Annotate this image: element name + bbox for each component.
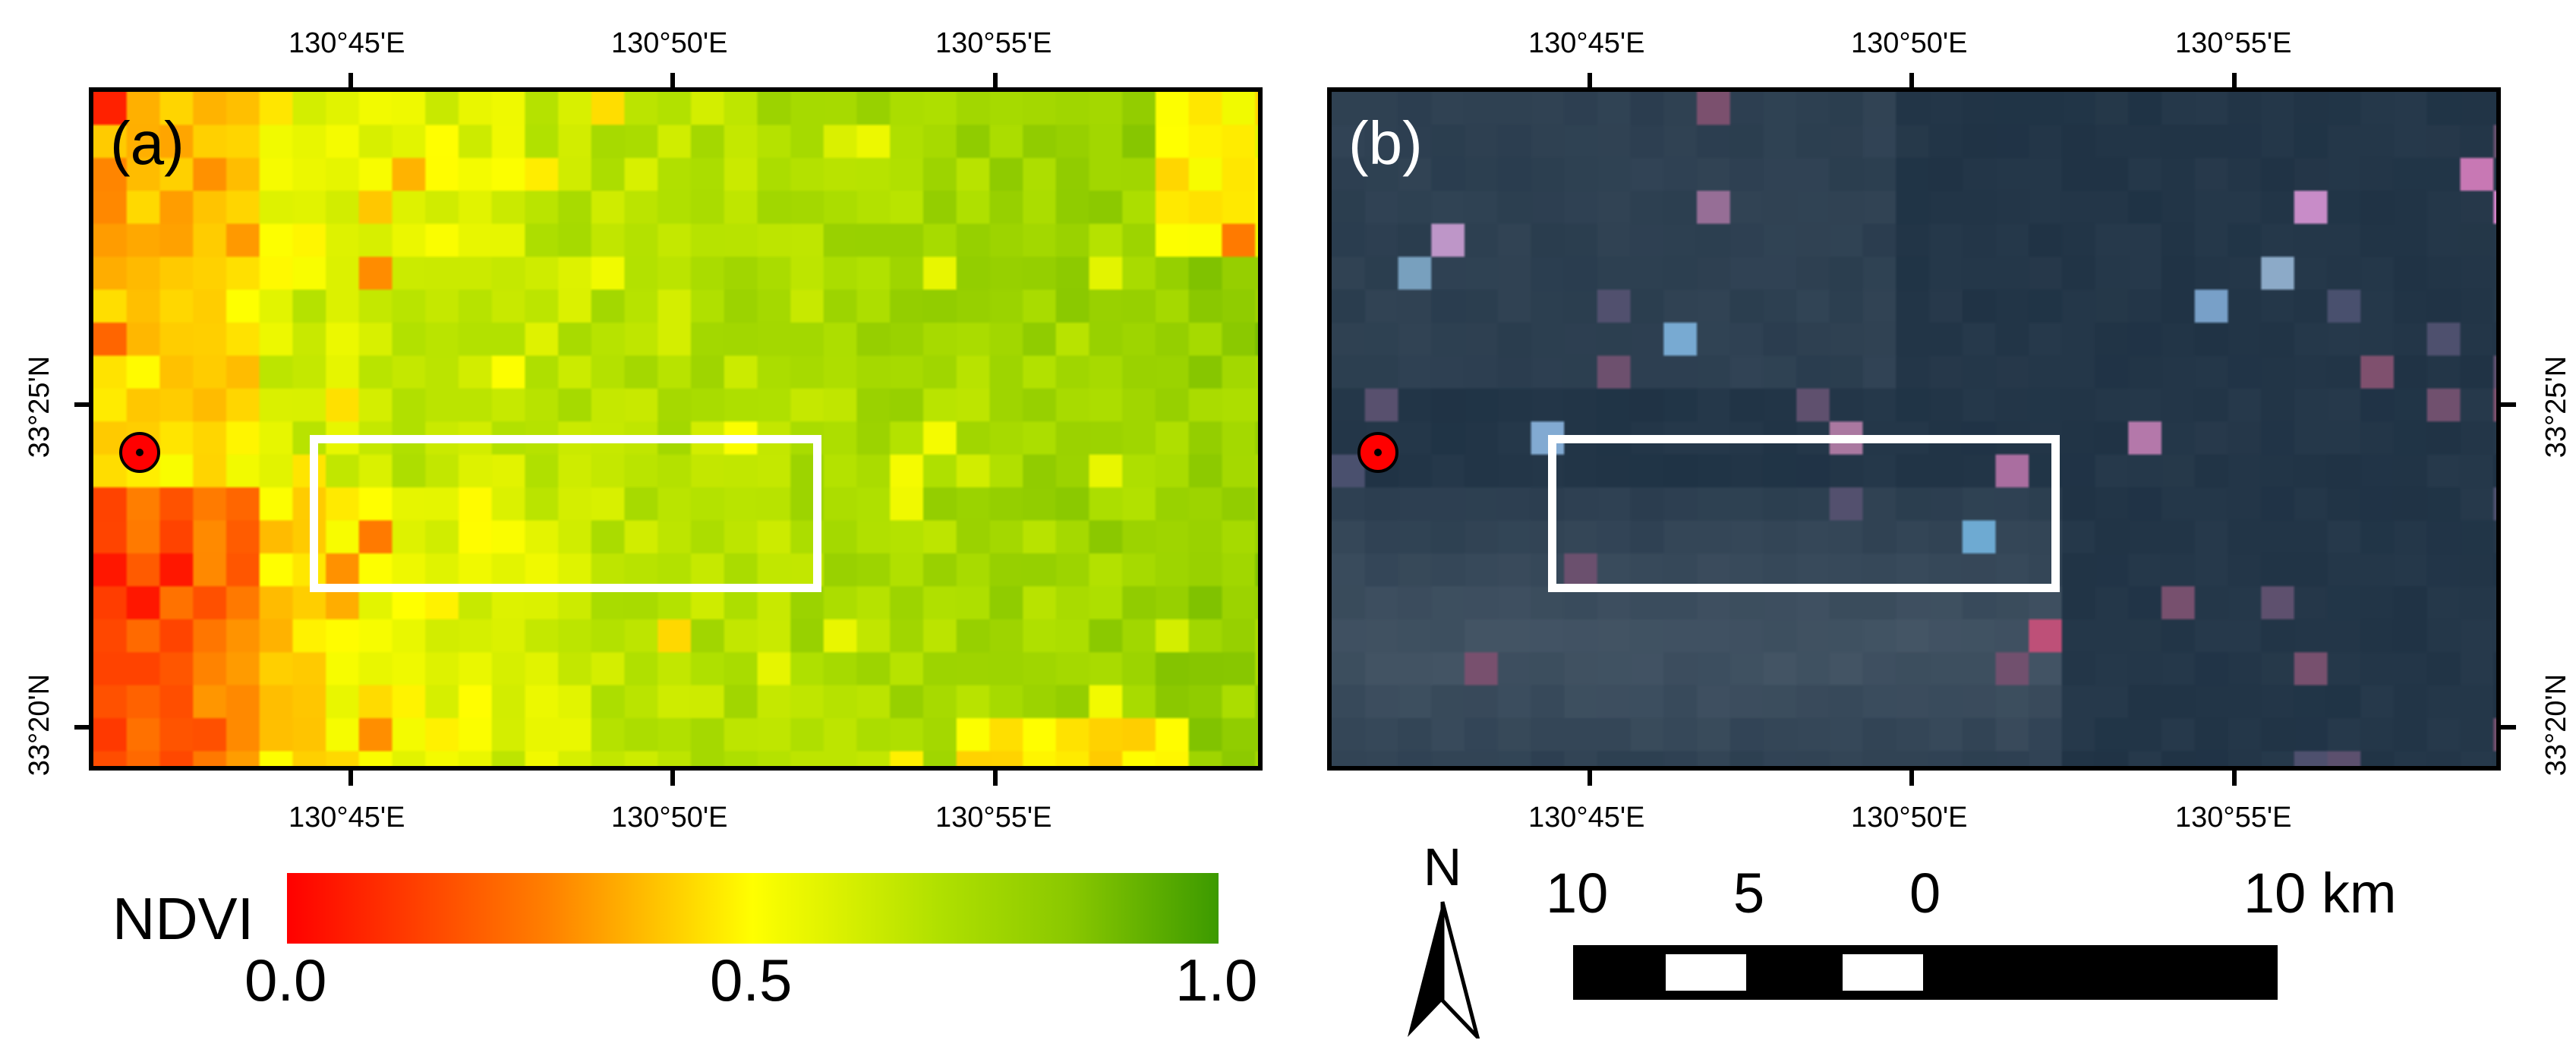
- lat-tick-right-2: 33°20'N: [2540, 673, 2573, 777]
- lon-tick-bottom-b-1: 130°45'E: [1528, 802, 1645, 834]
- lon-tick-bottom-a-2: 130°50'E: [611, 802, 728, 834]
- lat-tick-left-2: 33°20'N: [24, 673, 56, 777]
- lon-tick-top-b-2: 130°50'E: [1851, 27, 1968, 59]
- scale-bar-segment: [1843, 954, 1923, 991]
- tick-mark: [1909, 73, 1914, 88]
- tick-mark: [993, 73, 998, 88]
- site-marker-icon: [119, 432, 160, 473]
- lon-tick-bottom-b-3: 130°55'E: [2175, 802, 2292, 834]
- tick-mark: [670, 73, 675, 88]
- tick-mark: [2232, 771, 2237, 786]
- scale-label-5: 5: [1733, 862, 1765, 925]
- tick-mark: [74, 725, 90, 730]
- rgb-raster: [1332, 92, 2496, 766]
- rgb-map-panel: (b): [1327, 87, 2501, 771]
- colorbar-min-label: 0.0: [244, 947, 327, 1013]
- lon-tick-top-a-1: 130°45'E: [288, 27, 405, 59]
- tick-mark: [1588, 73, 1592, 88]
- lon-tick-bottom-b-2: 130°50'E: [1851, 802, 1968, 834]
- north-arrow-icon: N: [1408, 841, 1480, 1039]
- tick-mark: [2501, 402, 2516, 407]
- panel-b-label: (b): [1348, 109, 1423, 177]
- site-marker-icon: [1357, 432, 1398, 473]
- tick-mark: [348, 771, 353, 786]
- study-area-box: [1548, 435, 2060, 592]
- scale-label-10km: 10 km: [2243, 862, 2397, 925]
- scale-label-0: 0: [1909, 862, 1941, 925]
- tick-mark: [2501, 725, 2516, 730]
- ndvi-colorbar: [287, 873, 1219, 944]
- legend-title: NDVI: [112, 885, 254, 952]
- lat-tick-left-1: 33°25'N: [24, 355, 56, 459]
- tick-mark: [993, 771, 998, 786]
- lon-tick-top-a-2: 130°50'E: [611, 27, 728, 59]
- scale-label-10: 10: [1546, 862, 1609, 925]
- panel-a-label: (a): [110, 109, 184, 177]
- lon-tick-bottom-a-3: 130°55'E: [935, 802, 1052, 834]
- lon-tick-top-b-3: 130°55'E: [2175, 27, 2292, 59]
- tick-mark: [1909, 771, 1914, 786]
- north-label: N: [1424, 841, 1462, 897]
- scale-bar: [1573, 945, 2278, 1000]
- tick-mark: [348, 73, 353, 88]
- lon-tick-bottom-a-1: 130°45'E: [288, 802, 405, 834]
- lon-tick-top-a-3: 130°55'E: [935, 27, 1052, 59]
- tick-mark: [74, 402, 90, 407]
- lon-tick-top-b-1: 130°45'E: [1528, 27, 1645, 59]
- tick-mark: [670, 771, 675, 786]
- ndvi-raster: [93, 92, 1258, 766]
- colorbar-max-label: 1.0: [1175, 947, 1258, 1013]
- colorbar-mid-label: 0.5: [710, 947, 793, 1013]
- ndvi-map-panel: (a): [89, 87, 1263, 771]
- study-area-box: [310, 435, 821, 592]
- lat-tick-right-1: 33°25'N: [2540, 355, 2573, 459]
- tick-mark: [2232, 73, 2237, 88]
- tick-mark: [1588, 771, 1592, 786]
- scale-bar-segment: [1666, 954, 1746, 991]
